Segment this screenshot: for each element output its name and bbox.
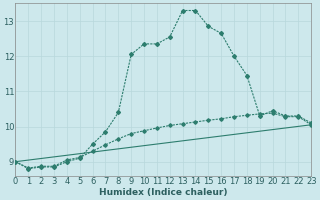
X-axis label: Humidex (Indice chaleur): Humidex (Indice chaleur) (99, 188, 228, 197)
